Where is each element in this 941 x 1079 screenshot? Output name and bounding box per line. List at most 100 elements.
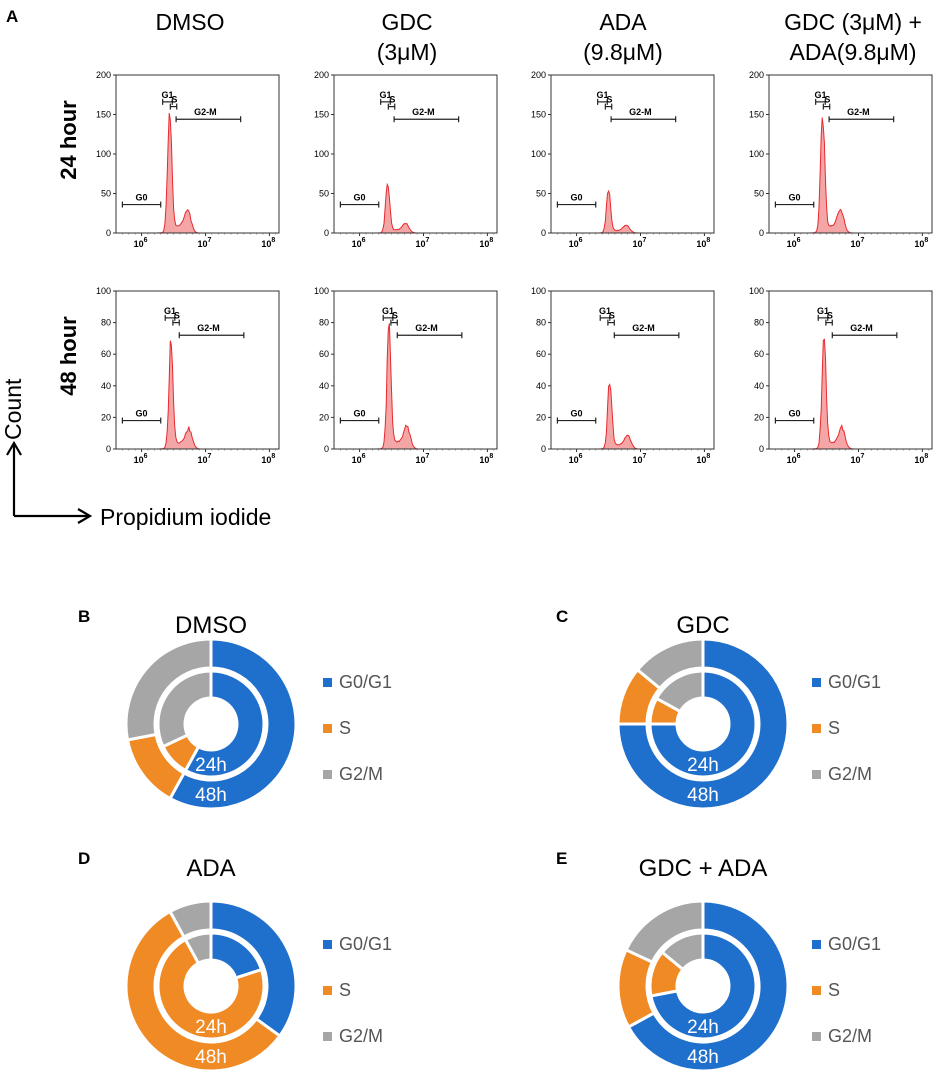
y-tick-label: 0 xyxy=(541,444,546,454)
legend-swatch-g0-g1 xyxy=(323,678,332,687)
x-tick-label: 106 xyxy=(569,237,583,249)
y-tick-label: 100 xyxy=(749,149,764,159)
gate-s-label: S xyxy=(174,311,180,321)
slice-24h-g2-m xyxy=(183,931,213,966)
legend-swatch-s xyxy=(812,724,821,733)
histogram-24h-col-4: 0 50 100 150 200 106 107 108 G0 G1S G2-M xyxy=(749,70,933,249)
y-tick-label: 60 xyxy=(101,349,111,359)
legend-label-g2-m: G2/M xyxy=(339,764,383,784)
gate-s-label: S xyxy=(824,95,830,105)
x-tick-label: 107 xyxy=(415,453,429,465)
legend-swatch-g0-g1 xyxy=(812,678,821,687)
gate-s-label: S xyxy=(389,95,395,105)
y-tick-label: 60 xyxy=(319,349,329,359)
y-tick-label: 100 xyxy=(314,286,329,296)
gate-g1-label: G1 xyxy=(379,90,391,100)
plot-frame xyxy=(333,74,498,234)
histogram-curve xyxy=(116,340,279,450)
slice-48h-g0-g1 xyxy=(168,637,298,811)
gate-g0-label: G0 xyxy=(136,193,148,203)
gate-g1-label: G1 xyxy=(599,306,611,316)
y-tick-label: 0 xyxy=(106,228,111,238)
slice-48h-g0-g1 xyxy=(209,899,298,1039)
gate-g0-label: G0 xyxy=(136,409,148,419)
slice-24h-g0-g1 xyxy=(648,669,758,779)
histogram-curve xyxy=(769,338,932,450)
propidium-axis-title: Propidium iodide xyxy=(100,504,271,530)
legend-swatch-s xyxy=(323,724,332,733)
y-tick-label: 150 xyxy=(531,110,546,120)
column-title-2-line-2: (3μM) xyxy=(377,39,438,65)
donut-title: GDC xyxy=(676,612,729,639)
panel-c-letter: C xyxy=(556,607,568,626)
y-axis-arrowhead xyxy=(6,440,22,456)
slice-48h-s xyxy=(124,909,282,1073)
row-label-48-hour: 48 hour xyxy=(56,316,81,396)
histogram-48h-col-4: 0 20 40 60 80 100 106 107 108 G0 G1S G2-M xyxy=(749,286,933,465)
gate-g1-label: G1 xyxy=(596,90,608,100)
gate-g0-label: G0 xyxy=(571,409,583,419)
x-tick-label: 108 xyxy=(261,237,275,249)
plot-frame xyxy=(115,290,280,450)
y-tick-label: 100 xyxy=(96,149,111,159)
gate-g0-label: G0 xyxy=(789,193,801,203)
x-tick-label: 108 xyxy=(696,453,710,465)
slice-24h-g2-m xyxy=(156,669,213,749)
y-tick-label: 0 xyxy=(759,444,764,454)
y-tick-label: 20 xyxy=(754,412,764,422)
column-title-4-line-1: GDC (3μM) + xyxy=(784,9,922,35)
plot-frame xyxy=(550,290,715,450)
legend-label-g0-g1: G0/G1 xyxy=(828,934,881,954)
y-tick-label: 100 xyxy=(749,286,764,296)
slice-48h-g0-g1 xyxy=(626,899,790,1073)
x-tick-label: 107 xyxy=(850,237,864,249)
ring-label-24h: 24h xyxy=(687,755,719,776)
plot-frame xyxy=(768,74,933,234)
column-title-4-line-2: ADA(9.8μM) xyxy=(790,39,917,65)
gate-g2-label: G2-M xyxy=(197,323,220,333)
slice-24h-g2-m xyxy=(660,931,705,972)
x-tick-label: 108 xyxy=(914,453,928,465)
y-tick-label: 80 xyxy=(754,318,764,328)
y-tick-label: 150 xyxy=(96,110,111,120)
y-tick-label: 200 xyxy=(749,70,764,80)
histogram-24h-col-1: 0 50 100 150 200 106 107 108 G0 G1S G2-M xyxy=(96,70,280,249)
x-tick-label: 108 xyxy=(261,453,275,465)
x-tick-label: 106 xyxy=(352,237,366,249)
y-tick-label: 80 xyxy=(319,318,329,328)
slice-24h-g2-m xyxy=(654,669,705,714)
histogram-48h-col-2: 0 20 40 60 80 100 106 107 108 G0 G1S G2-M xyxy=(314,286,498,465)
column-title-3-line-1: ADA xyxy=(599,9,647,35)
slice-48h-g2-m xyxy=(168,899,213,939)
y-tick-label: 100 xyxy=(531,149,546,159)
legend-swatch-g2-m xyxy=(323,770,332,779)
slice-48h-g2-m xyxy=(124,637,213,742)
y-tick-label: 0 xyxy=(106,444,111,454)
legend-swatch-s xyxy=(323,986,332,995)
column-titles: DMSO GDC(3μM)ADA(9.8μM)GDC (3μM) +ADA(9.8… xyxy=(156,9,922,65)
gate-g2-label: G2-M xyxy=(194,107,217,117)
donut-title: GDC + ADA xyxy=(639,855,768,882)
gate-s-label: S xyxy=(171,95,177,105)
slice-24h-s xyxy=(156,937,266,1041)
ring-label-48h: 48h xyxy=(687,785,719,806)
axis-arrows: Count Propidium iodide xyxy=(0,378,271,530)
y-tick-label: 100 xyxy=(96,286,111,296)
ring-label-48h: 48h xyxy=(195,785,227,806)
donut-panel-e: E GDC + ADA 24h 48h G0/G1 S G2/M xyxy=(556,849,881,1073)
legend-swatch-g0-g1 xyxy=(812,940,821,949)
y-tick-label: 100 xyxy=(314,149,329,159)
y-tick-label: 20 xyxy=(536,412,546,422)
donut-panel-d: D ADA 24h 48h G0/G1 S G2/M xyxy=(78,849,392,1073)
x-tick-label: 108 xyxy=(696,237,710,249)
panel-d-letter: D xyxy=(78,849,90,868)
y-tick-label: 0 xyxy=(324,444,329,454)
y-tick-label: 0 xyxy=(324,228,329,238)
y-tick-label: 80 xyxy=(101,318,111,328)
y-tick-label: 150 xyxy=(749,110,764,120)
y-tick-label: 100 xyxy=(531,286,546,296)
plot-frame xyxy=(768,290,933,450)
gate-g1-label: G1 xyxy=(814,90,826,100)
ring-label-48h: 48h xyxy=(195,1047,227,1068)
